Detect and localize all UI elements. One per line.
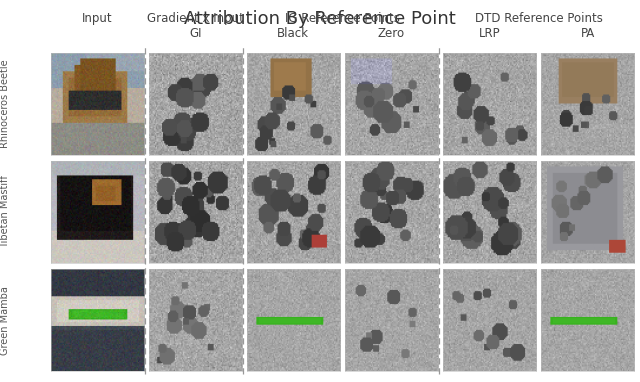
Text: PA: PA [580,27,595,40]
Text: DTD Reference Points: DTD Reference Points [475,12,603,25]
Text: Gradient x Input: Gradient x Input [147,12,244,25]
Text: IG Reference Points: IG Reference Points [285,12,400,25]
Text: Rhinoceros Beetle: Rhinoceros Beetle [0,60,10,148]
Text: Attribution By Reference Point: Attribution By Reference Point [184,10,456,28]
Text: Zero: Zero [378,27,405,40]
Text: Black: Black [277,27,309,40]
Text: Green Mamba: Green Mamba [0,286,10,354]
Text: LRP: LRP [479,27,500,40]
Text: Tibetan Mastiff: Tibetan Mastiff [0,176,10,248]
Text: Input: Input [82,12,113,25]
Text: GI: GI [189,27,202,40]
